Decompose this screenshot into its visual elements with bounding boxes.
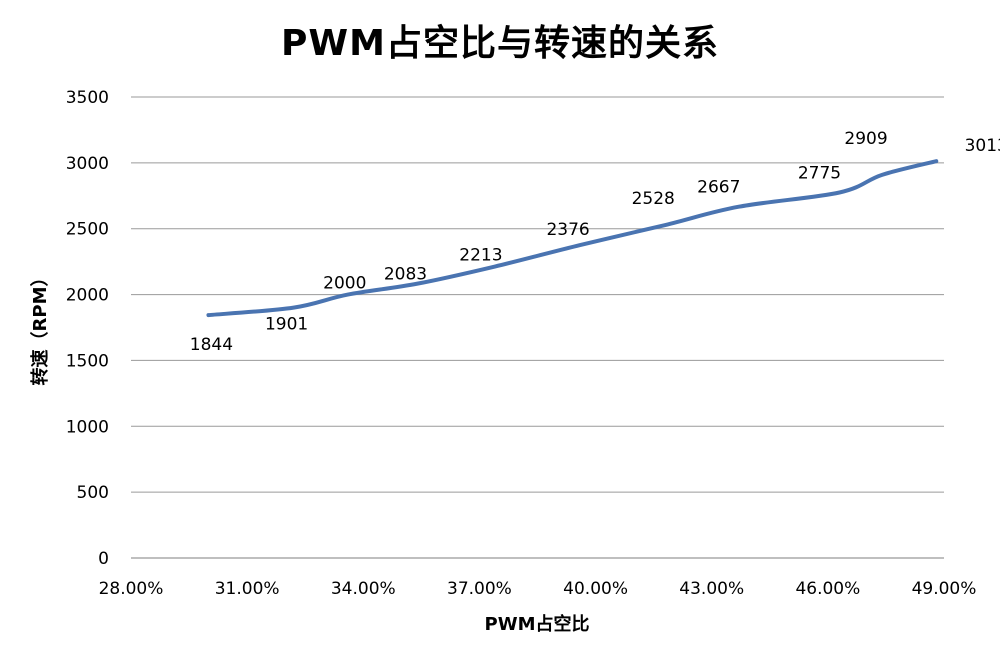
data-labels: 1844 1901 2000 2083 2213 2376 2528 2667 27752909… [190,129,1000,355]
y-axis-ticks: 0 500 1000 1500 2000 2500 3000 3500 [66,88,109,569]
data-point [206,313,211,318]
x-tick-label: 43.00% [679,579,744,599]
y-tick-label: 0 [98,549,109,569]
x-tick-label: 37.00% [447,579,512,599]
data-point [837,190,842,195]
data-label: 2083 [384,265,427,285]
data-label: 2909 [844,129,887,149]
x-tick-label: 34.00% [331,579,396,599]
gridlines [131,96,944,493]
x-axis-ticks: 28.00% 31.00% 34.00% 37.00% 40.00% 43.00% 46.0… [99,579,977,599]
y-tick-label: 1500 [66,351,109,371]
data-label: 2000 [323,274,366,294]
data-label: 2376 [546,220,589,240]
x-tick-label: 40.00% [563,579,628,599]
y-tick-label: 500 [77,483,109,503]
data-point [880,172,885,177]
data-label: 1901 [265,315,308,335]
data-point [578,243,583,248]
data-label: 2213 [459,246,502,266]
series-line [206,159,939,318]
data-point [663,223,668,228]
data-label: 2667 [697,178,740,198]
x-tick-label: 31.00% [215,579,280,599]
data-label: 2528 [632,189,675,209]
chart-title: PWM占空比与转速的关系 [281,23,719,64]
x-tick-label: 46.00% [795,579,860,599]
y-tick-label: 2000 [66,286,109,306]
data-point [934,159,939,164]
data-label: 1844 [190,335,233,355]
y-tick-label: 1000 [66,417,109,437]
y-axis-title: 转速（RPM） [29,269,51,386]
y-tick-label: 3500 [66,88,109,108]
data-label: 3013 [965,136,1000,156]
y-tick-label: 3000 [66,154,109,174]
x-tick-label: 49.00% [912,579,977,599]
y-tick-label: 2500 [66,220,109,240]
x-axis-title: PWM占空比 [485,613,590,635]
data-point [736,204,741,209]
data-point [291,305,296,310]
x-tick-label: 28.00% [99,579,164,599]
data-label: 2775 [798,163,841,183]
